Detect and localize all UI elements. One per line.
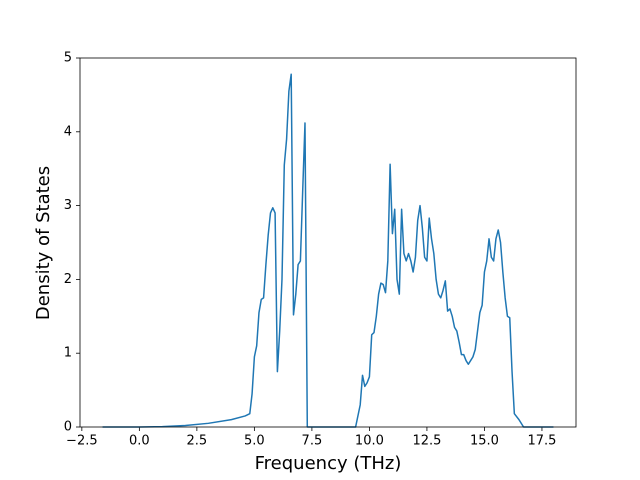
x-tick-label: 10.0 xyxy=(355,434,384,449)
x-tick-label: 12.5 xyxy=(412,434,441,449)
plot-frame xyxy=(79,57,577,428)
y-axis-label: Density of States xyxy=(33,166,54,320)
x-tick-label: 0.0 xyxy=(129,434,150,449)
x-tick-label: 5.0 xyxy=(244,434,265,449)
x-tick-label: 2.5 xyxy=(187,434,208,449)
line xyxy=(102,73,554,428)
x-tick-label: 15.0 xyxy=(470,434,499,449)
x-axis-label: Frequency (THz) xyxy=(255,453,402,474)
y-tick-label: 3 xyxy=(64,198,72,213)
y-tick-label: 0 xyxy=(64,420,72,435)
y-tick-label: 5 xyxy=(64,51,72,66)
x-tick-label: 7.5 xyxy=(302,434,323,449)
x-tick-label: 17.5 xyxy=(527,434,556,449)
y-tick-label: 2 xyxy=(64,272,72,287)
y-tick-label: 4 xyxy=(64,124,72,139)
x-tick-label: −2.5 xyxy=(66,434,98,449)
y-tick-label: 1 xyxy=(64,346,72,361)
